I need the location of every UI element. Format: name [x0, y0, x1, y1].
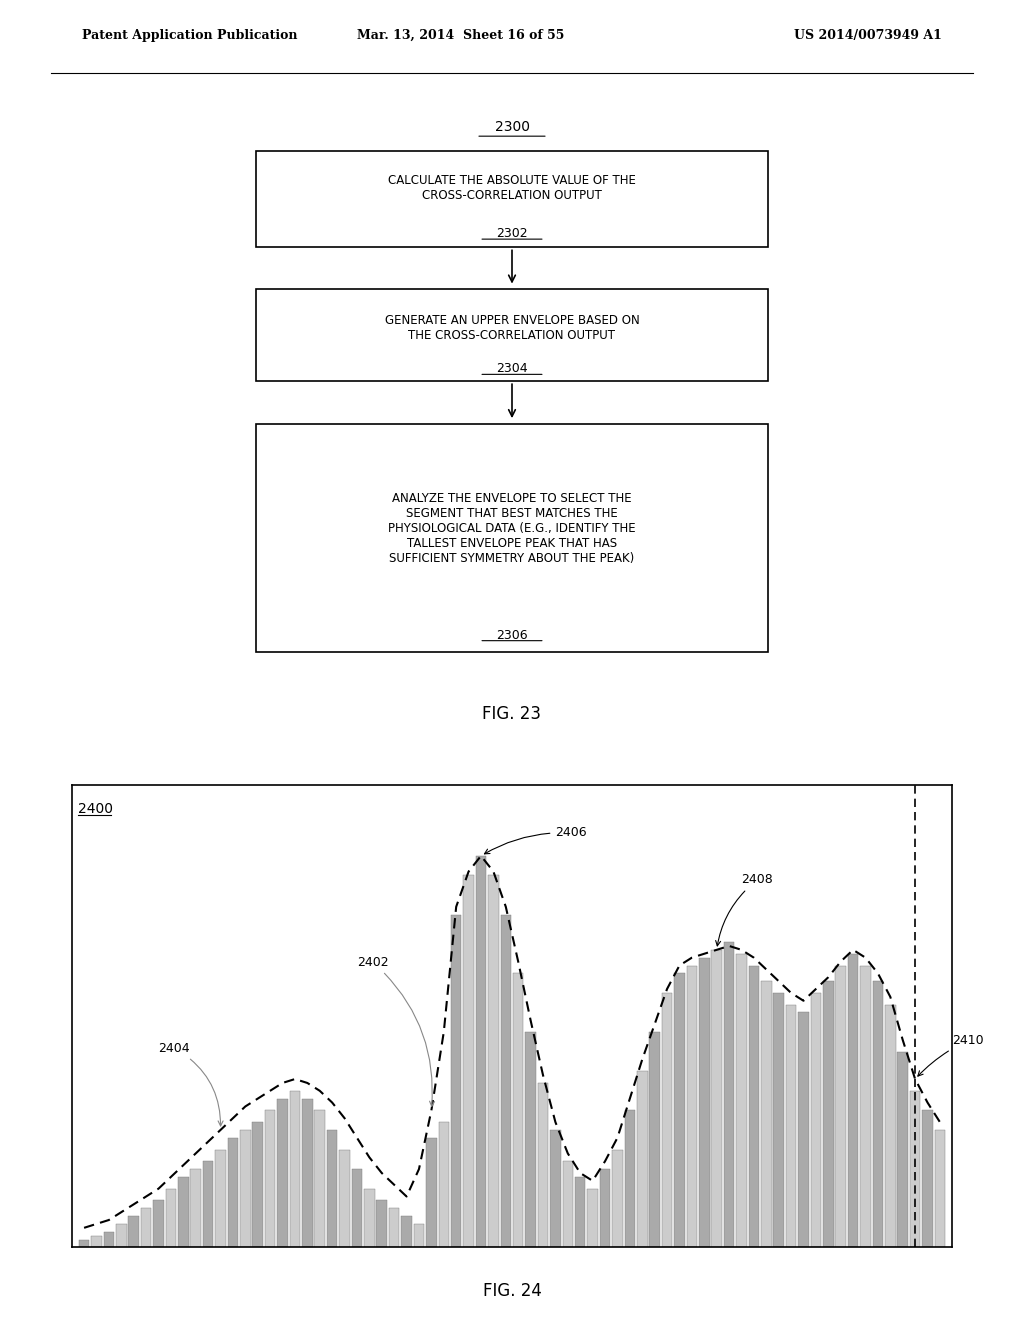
Bar — [365, 1189, 375, 1247]
Bar — [253, 1122, 263, 1247]
Bar — [799, 1012, 809, 1247]
Bar — [302, 1098, 312, 1247]
Bar — [265, 1110, 275, 1247]
Bar — [203, 1162, 213, 1247]
Bar — [438, 1122, 450, 1247]
Text: FIG. 23: FIG. 23 — [482, 705, 542, 723]
Bar — [562, 1162, 573, 1247]
Text: US 2014/0073949 A1: US 2014/0073949 A1 — [795, 29, 942, 42]
Text: 2402: 2402 — [357, 956, 434, 1106]
Bar — [600, 1170, 610, 1247]
Bar — [836, 965, 846, 1247]
Bar — [256, 425, 768, 652]
Bar — [256, 289, 768, 381]
Bar — [811, 993, 821, 1247]
Bar — [79, 1239, 89, 1247]
Bar — [227, 1138, 239, 1247]
Text: 2408: 2408 — [716, 874, 773, 946]
Bar — [314, 1110, 325, 1247]
Bar — [278, 1098, 288, 1247]
Text: 2400: 2400 — [78, 801, 113, 816]
Bar — [662, 993, 673, 1247]
Text: 2406: 2406 — [484, 826, 587, 854]
Bar — [910, 1090, 921, 1247]
Bar — [848, 954, 858, 1247]
Text: 2404: 2404 — [159, 1041, 223, 1126]
Bar — [154, 1200, 164, 1247]
Bar — [860, 965, 870, 1247]
Bar — [923, 1110, 933, 1247]
Bar — [377, 1200, 387, 1247]
Bar — [215, 1150, 225, 1247]
Bar — [141, 1208, 152, 1247]
Bar — [785, 1005, 797, 1247]
Text: GENERATE AN UPPER ENVELOPE BASED ON
THE CROSS-CORRELATION OUTPUT: GENERATE AN UPPER ENVELOPE BASED ON THE … — [385, 314, 639, 342]
Bar — [128, 1216, 139, 1247]
Bar — [761, 981, 771, 1247]
Bar — [625, 1110, 635, 1247]
Bar — [488, 875, 499, 1247]
Bar — [897, 1052, 908, 1247]
Text: 2304: 2304 — [497, 363, 527, 375]
Text: CALCULATE THE ABSOLUTE VALUE OF THE
CROSS-CORRELATION OUTPUT: CALCULATE THE ABSOLUTE VALUE OF THE CROS… — [388, 174, 636, 202]
Text: ANALYZE THE ENVELOPE TO SELECT THE
SEGMENT THAT BEST MATCHES THE
PHYSIOLOGICAL D: ANALYZE THE ENVELOPE TO SELECT THE SEGME… — [388, 492, 636, 565]
Bar — [773, 993, 784, 1247]
Bar — [389, 1208, 399, 1247]
Bar — [476, 855, 486, 1247]
Text: Mar. 13, 2014  Sheet 16 of 55: Mar. 13, 2014 Sheet 16 of 55 — [357, 29, 564, 42]
Bar — [538, 1082, 548, 1247]
Bar — [463, 875, 474, 1247]
Bar — [712, 950, 722, 1247]
Bar — [103, 1232, 114, 1247]
Bar — [240, 1130, 251, 1247]
Bar — [550, 1130, 561, 1247]
Bar — [686, 965, 697, 1247]
Bar — [513, 973, 523, 1247]
Bar — [256, 152, 768, 247]
Bar — [574, 1177, 586, 1247]
Bar — [426, 1138, 436, 1247]
Bar — [724, 942, 734, 1247]
Bar — [736, 954, 746, 1247]
Bar — [935, 1130, 945, 1247]
Bar — [885, 1005, 896, 1247]
Bar — [872, 981, 883, 1247]
Bar — [351, 1170, 362, 1247]
Text: 2300: 2300 — [495, 120, 529, 135]
Bar — [649, 1032, 659, 1247]
Bar — [451, 915, 462, 1247]
Bar — [178, 1177, 188, 1247]
Text: Patent Application Publication: Patent Application Publication — [82, 29, 297, 42]
Bar — [637, 1072, 647, 1247]
Bar — [749, 965, 759, 1247]
Bar — [339, 1150, 350, 1247]
Text: 2302: 2302 — [497, 227, 527, 240]
Bar — [414, 1224, 424, 1247]
Bar — [166, 1189, 176, 1247]
Bar — [401, 1216, 412, 1247]
Bar — [699, 958, 710, 1247]
Bar — [501, 915, 511, 1247]
Bar — [190, 1170, 201, 1247]
Bar — [525, 1032, 536, 1247]
Text: FIG. 24: FIG. 24 — [482, 1282, 542, 1300]
Bar — [588, 1189, 598, 1247]
Bar — [327, 1130, 338, 1247]
Bar — [823, 981, 834, 1247]
Text: 2410: 2410 — [918, 1034, 984, 1076]
Bar — [674, 973, 685, 1247]
Bar — [290, 1090, 300, 1247]
Bar — [116, 1224, 127, 1247]
Text: 2306: 2306 — [497, 628, 527, 642]
Bar — [91, 1236, 101, 1247]
Bar — [612, 1150, 623, 1247]
